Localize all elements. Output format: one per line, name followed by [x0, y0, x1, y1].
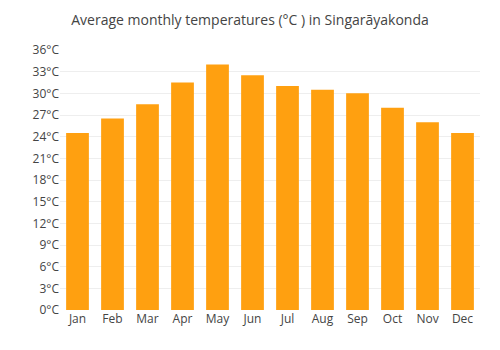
svg-text:Aug: Aug [312, 310, 334, 327]
svg-text:0°C: 0°C [39, 301, 59, 318]
svg-text:Jan: Jan [68, 310, 86, 327]
svg-text:Jun: Jun [243, 310, 262, 327]
svg-text:3°C: 3°C [39, 280, 59, 297]
svg-text:Feb: Feb [102, 310, 122, 327]
svg-text:27°C: 27°C [33, 106, 60, 123]
svg-text:15°C: 15°C [33, 193, 60, 210]
svg-text:Dec: Dec [452, 310, 473, 327]
svg-text:18°C: 18°C [33, 171, 60, 188]
svg-text:6°C: 6°C [39, 258, 59, 275]
svg-text:Average monthly temperatures (: Average monthly temperatures (°C ) in Si… [71, 10, 429, 29]
svg-text:9°C: 9°C [39, 236, 59, 253]
svg-text:30°C: 30°C [33, 85, 60, 102]
svg-text:May: May [206, 310, 230, 327]
svg-text:24°C: 24°C [33, 128, 60, 145]
svg-text:21°C: 21°C [33, 150, 60, 167]
svg-text:Sep: Sep [347, 310, 368, 327]
svg-text:Apr: Apr [173, 310, 193, 327]
svg-text:Nov: Nov [416, 310, 438, 327]
svg-text:33°C: 33°C [33, 63, 60, 80]
svg-text:Oct: Oct [383, 310, 402, 327]
svg-text:Mar: Mar [136, 310, 158, 327]
svg-text:12°C: 12°C [33, 215, 60, 232]
svg-text:Jul: Jul [280, 310, 295, 327]
svg-text:36°C: 36°C [33, 41, 60, 58]
